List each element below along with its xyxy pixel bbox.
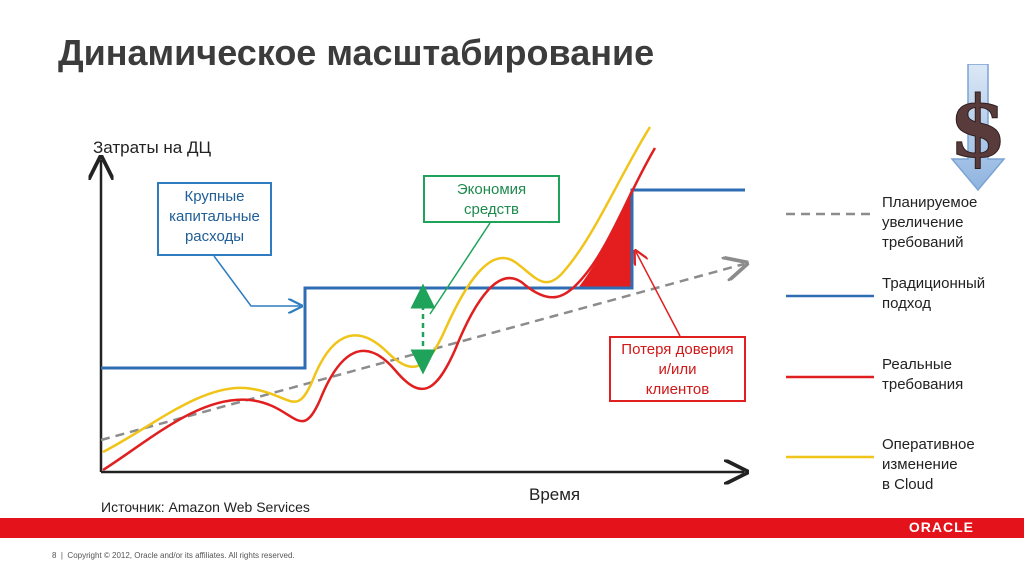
loss-callout: Потеря доверия и/или клиентов xyxy=(609,336,746,402)
legend-cloud: Оперативное изменение в Cloud xyxy=(882,436,975,493)
loss-area xyxy=(578,188,632,288)
source-note: Источник: Amazon Web Services xyxy=(101,499,310,515)
actual-demand-line xyxy=(102,147,657,472)
capex-callout: Крупные капитальные расходы xyxy=(157,182,272,256)
y-axis-label: Затраты на ДЦ xyxy=(93,138,212,157)
footer-bar xyxy=(0,518,1024,538)
capex-connector xyxy=(213,255,300,306)
legend-actual: Реальные требования xyxy=(882,356,964,393)
traditional-line xyxy=(101,188,745,370)
copyright: 8 | Copyright © 2012, Oracle and/or its … xyxy=(52,551,295,560)
legend-planned: Планируемое увеличение требований xyxy=(882,194,978,251)
legend-traditional: Традиционный подход xyxy=(882,275,986,312)
oracle-logo: ORACLE xyxy=(908,519,974,535)
svg-text:$: $ xyxy=(949,77,1007,176)
savings-callout: Экономия средств xyxy=(423,175,560,223)
savings-connector xyxy=(429,222,491,315)
down-arrow-icon xyxy=(950,64,1006,192)
slide-title: Динамическое масштабирование xyxy=(58,32,655,73)
loss-connector xyxy=(636,252,681,337)
x-axis-label: Время xyxy=(529,485,581,504)
dollar-icon: $ xyxy=(948,64,1008,192)
